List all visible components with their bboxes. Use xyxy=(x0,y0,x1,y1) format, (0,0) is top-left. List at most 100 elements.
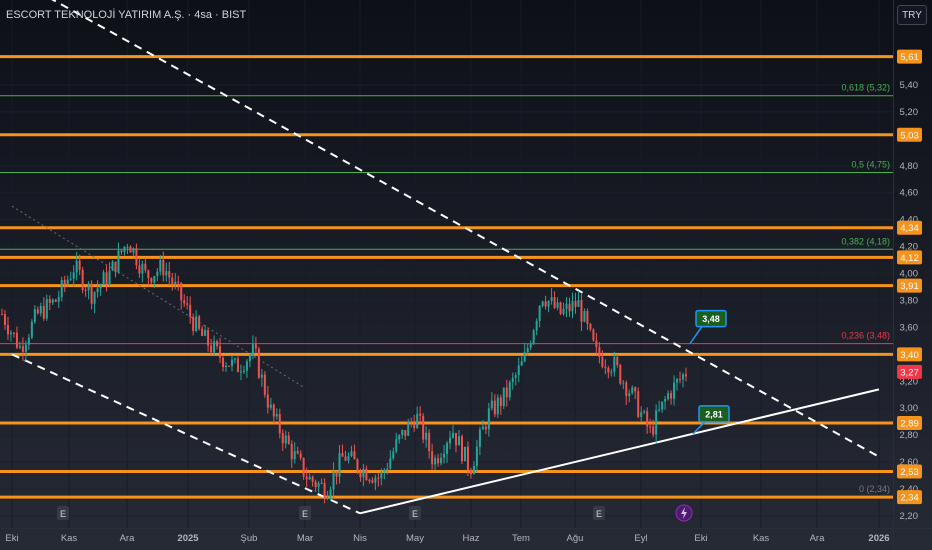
candle-body xyxy=(201,328,204,336)
candle-body xyxy=(455,432,458,446)
candle-body xyxy=(15,332,18,348)
level-price-label: 2,89 xyxy=(900,419,919,430)
level-price-badge xyxy=(897,464,922,479)
candle-body xyxy=(156,271,159,277)
callout-label: 2,81 xyxy=(705,409,723,419)
candle-body xyxy=(18,346,21,348)
time-axis-tick: Kas xyxy=(61,533,78,544)
candle-body xyxy=(347,455,350,461)
candle-body xyxy=(434,458,437,465)
candle-body xyxy=(287,435,290,444)
candle-body xyxy=(487,408,490,430)
candle-body xyxy=(329,489,332,497)
level-price-badge xyxy=(897,278,922,293)
trendline-upper-descending-channel xyxy=(51,0,880,458)
earnings-icon-label: E xyxy=(596,509,602,519)
level-price-badge xyxy=(897,127,922,142)
candle-body xyxy=(404,430,407,436)
candle-body xyxy=(541,301,544,307)
candle-body xyxy=(377,477,380,479)
candle-body xyxy=(526,347,529,353)
candle-body xyxy=(72,272,75,279)
candle-body xyxy=(583,311,586,322)
candle-body xyxy=(138,265,141,274)
candle-body xyxy=(413,422,416,429)
candle-body xyxy=(278,413,281,434)
candle-body xyxy=(544,301,547,307)
candle-body xyxy=(284,435,287,444)
candle-body xyxy=(664,399,667,402)
candle-body xyxy=(625,382,628,397)
candle-body xyxy=(198,316,201,329)
candle-body xyxy=(251,344,254,356)
candle-body xyxy=(320,482,323,484)
candle-body xyxy=(443,453,446,458)
candle-body xyxy=(6,325,9,335)
candle-body xyxy=(192,316,195,332)
candle-body xyxy=(260,374,263,378)
candle-body xyxy=(275,413,278,417)
candle-body xyxy=(90,283,93,304)
candle-body xyxy=(281,433,284,444)
candle-body xyxy=(685,374,687,377)
level-price-label: 2,53 xyxy=(900,467,919,478)
candle-body xyxy=(634,387,637,392)
price-axis-tick: 4,80 xyxy=(900,161,919,172)
candle-body xyxy=(496,397,499,415)
candle-body xyxy=(189,304,192,317)
price-axis-tick: 3,60 xyxy=(900,322,919,333)
earnings-icon xyxy=(57,506,69,520)
callout-pointer xyxy=(689,326,703,345)
time-axis-tick: Şub xyxy=(241,533,258,544)
candle-body xyxy=(51,299,54,303)
time-axis-tick: Ağu xyxy=(567,533,584,544)
current-price-label: 3,27 xyxy=(900,367,919,378)
candle-body xyxy=(323,482,326,499)
candle-body xyxy=(365,468,368,481)
candle-body xyxy=(571,301,574,312)
candle-body xyxy=(144,263,147,271)
level-price-badge xyxy=(897,220,922,235)
price-axis-tick: 4,00 xyxy=(900,269,919,280)
candle-body xyxy=(523,352,526,362)
currency-button[interactable]: TRY xyxy=(897,5,927,25)
fib-label-0.236: 0,236 (3,48) xyxy=(841,331,890,341)
candle-body xyxy=(428,432,431,452)
candle-body xyxy=(440,457,443,464)
candle-body xyxy=(682,374,685,380)
candle-body xyxy=(550,297,553,301)
candle-body xyxy=(371,480,374,483)
candle-body xyxy=(490,400,493,409)
candle-body xyxy=(228,365,231,367)
candle-body xyxy=(135,248,138,266)
level-price-label: 4,34 xyxy=(900,223,919,234)
candle-body xyxy=(302,457,305,477)
candle-body xyxy=(616,356,619,365)
candle-body xyxy=(141,263,144,274)
fib-label-0.382: 0,382 (4,18) xyxy=(841,236,890,246)
candle-body xyxy=(353,451,356,460)
candle-body xyxy=(207,329,210,346)
candle-body xyxy=(425,432,428,440)
candle-body xyxy=(159,259,162,272)
candle-body xyxy=(290,443,293,460)
candle-body xyxy=(383,470,386,472)
candle-body xyxy=(222,357,225,368)
time-axis-tick: 2026 xyxy=(868,533,889,544)
candle-body xyxy=(649,426,652,428)
candle-body xyxy=(556,302,559,308)
candle-body xyxy=(174,281,177,285)
candle-body xyxy=(517,365,520,376)
candle-body xyxy=(553,297,556,308)
candle-body xyxy=(123,246,126,253)
candle-body xyxy=(117,250,120,273)
candle-body xyxy=(607,367,610,373)
candle-body xyxy=(332,471,335,490)
candle-body xyxy=(481,426,484,430)
time-axis-tick: Ara xyxy=(810,533,826,544)
candle-body xyxy=(236,358,239,373)
dividend-lightning-icon xyxy=(681,507,687,519)
